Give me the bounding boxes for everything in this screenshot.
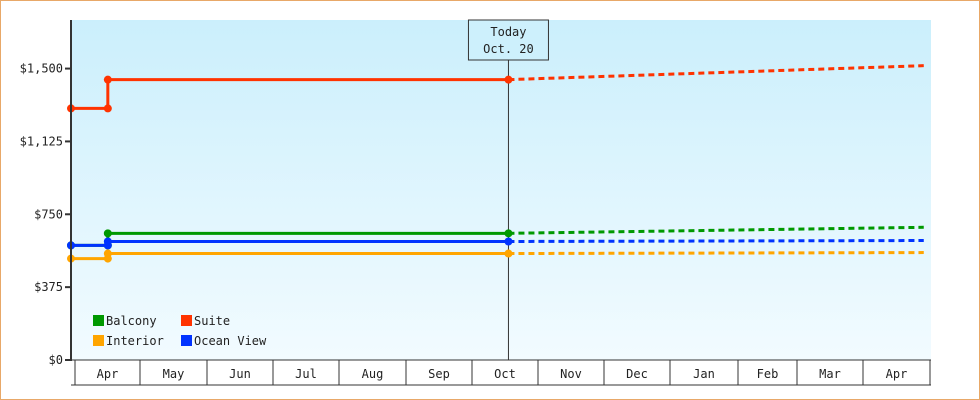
- legend-item-balcony: Balcony: [93, 314, 157, 328]
- today-date: Oct. 20: [483, 42, 534, 56]
- data-point: [103, 104, 112, 113]
- y-tick-label: $375: [34, 280, 63, 294]
- data-point: [103, 75, 112, 84]
- y-tick-label: $1,500: [20, 62, 63, 76]
- y-tick-label: $750: [34, 207, 63, 221]
- x-tick-label: Nov: [560, 367, 582, 381]
- x-tick-label: Jan: [693, 367, 715, 381]
- plot-area: [71, 20, 931, 360]
- y-tick-label: $0: [49, 353, 63, 367]
- y-tick-label: $1,125: [20, 134, 63, 148]
- today-box: [467, 19, 549, 61]
- legend-label: Suite: [194, 314, 230, 328]
- data-point: [103, 249, 112, 258]
- x-tick-label: Sep: [428, 367, 450, 381]
- data-point: [504, 237, 513, 246]
- legend-item-interior: Interior: [93, 334, 164, 348]
- legend-item-ocean-view: Ocean View: [181, 334, 267, 348]
- data-point: [504, 229, 513, 238]
- x-tick-label: Apr: [97, 367, 119, 381]
- legend-swatch: [181, 315, 192, 326]
- x-tick-label: Dec: [626, 367, 648, 381]
- x-tick-label: May: [163, 367, 185, 381]
- data-point: [103, 229, 112, 238]
- data-point: [504, 249, 513, 258]
- data-point: [504, 75, 513, 84]
- legend-label: Ocean View: [194, 334, 267, 348]
- data-point: [103, 237, 112, 246]
- x-tick-label: Jun: [229, 367, 251, 381]
- x-tick-label: Feb: [757, 367, 779, 381]
- x-tick-label: Oct: [494, 367, 516, 381]
- series-line-suite: [71, 78, 509, 110]
- legend-swatch: [93, 315, 104, 326]
- x-tick-label: Aug: [362, 367, 384, 381]
- x-tick-label: Mar: [819, 367, 841, 381]
- legend-label: Balcony: [106, 314, 157, 328]
- today-label: Today: [490, 25, 526, 39]
- legend-item-suite: Suite: [181, 314, 230, 328]
- x-tick-label: Jul: [295, 367, 317, 381]
- legend-label: Interior: [106, 334, 164, 348]
- x-tick-label: Apr: [886, 367, 908, 381]
- legend-swatch: [93, 335, 104, 346]
- legend-swatch: [181, 335, 192, 346]
